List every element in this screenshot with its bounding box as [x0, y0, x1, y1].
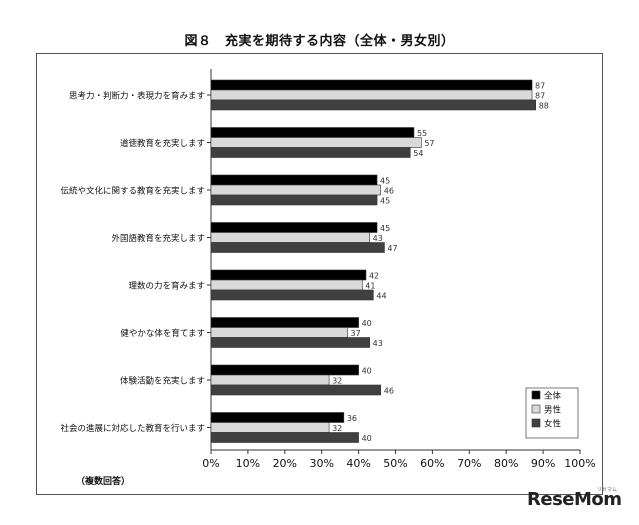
bar-女性 [210, 289, 374, 301]
bar-全体 [210, 79, 533, 91]
bar-女性 [210, 384, 382, 396]
bar-女性 [210, 194, 378, 206]
data-label: 42 [369, 272, 379, 281]
category-label: 伝統や文化に関する教育を充実します [60, 186, 205, 197]
legend-label-女性: 女性 [544, 419, 562, 430]
bar-全体 [210, 412, 345, 423]
data-label: 46 [384, 187, 394, 196]
chart-title: 図８ 充実を期待する内容（全体・男女別） [184, 34, 455, 49]
multiple-answer-note: （複数回答） [76, 477, 131, 487]
data-label: 37 [351, 329, 361, 338]
data-label: 87 [535, 92, 545, 101]
data-label: 41 [365, 282, 375, 291]
data-label: 36 [347, 414, 357, 423]
data-label: 40 [362, 367, 372, 376]
bar-全体 [210, 364, 359, 376]
bar-女性 [210, 337, 370, 348]
data-label: 45 [380, 177, 390, 186]
bar-全体 [210, 269, 367, 281]
data-label: 54 [413, 149, 423, 158]
data-label: 46 [384, 387, 394, 396]
bar-男性 [210, 89, 533, 101]
x-tick-label: 20% [273, 457, 297, 470]
x-tick-label: 90% [531, 457, 555, 470]
data-label: 88 [539, 102, 549, 111]
x-tick-label: 100% [564, 457, 595, 470]
legend-swatch-女性 [531, 418, 541, 428]
x-tick-label: 50% [383, 457, 407, 470]
x-tick-label: 80% [494, 457, 518, 470]
x-tick-label: 70% [457, 457, 481, 470]
data-label: 32 [332, 424, 342, 433]
category-label: 体験活動を充実します [120, 376, 205, 387]
category-label: 理数の力を育みます [128, 281, 205, 292]
bar-女性 [210, 99, 537, 111]
bar-男性 [210, 327, 348, 338]
resemom-logo-sub: リセマム [597, 487, 618, 493]
bar-男性 [210, 184, 382, 196]
data-label: 44 [376, 292, 386, 301]
bar-全体 [210, 222, 378, 233]
bar-女性 [210, 242, 385, 253]
data-label: 47 [387, 244, 397, 253]
category-label: 外国語教育を充実します [111, 233, 205, 244]
x-tick-label: 10% [236, 457, 260, 470]
bar-全体 [210, 174, 378, 186]
chart-frame [36, 53, 603, 495]
legend-label-男性: 男性 [544, 405, 562, 416]
bar-男性 [210, 422, 330, 433]
bar-全体 [210, 317, 359, 328]
category-label: 思考力・判断力・表現力を育みます [69, 91, 205, 102]
data-label: 57 [424, 139, 434, 148]
bar-女性 [210, 432, 359, 443]
data-label: 87 [535, 82, 545, 91]
legend-swatch-全体 [531, 390, 541, 400]
legend-label-全体: 全体 [544, 391, 562, 402]
data-label: 45 [380, 197, 390, 206]
x-tick-label: 40% [346, 457, 370, 470]
x-tick-label: 0% [202, 457, 219, 470]
category-label: 道徳教育を充実します [120, 138, 205, 149]
bar-男性 [210, 279, 363, 291]
data-label: 43 [373, 339, 383, 348]
resemom-logo: ReseMom [527, 489, 622, 510]
legend-swatch-男性 [531, 404, 541, 414]
category-label: 社会の進展に対応した教育を行います [60, 423, 205, 434]
data-label: 43 [373, 234, 383, 243]
x-tick-label: 30% [309, 457, 333, 470]
bar-男性 [210, 374, 330, 386]
data-label: 45 [380, 224, 390, 233]
category-label: 健やかな体を育てます [120, 328, 205, 339]
bar-女性 [210, 147, 411, 158]
data-label: 40 [362, 434, 372, 443]
bar-男性 [210, 137, 422, 148]
bar-全体 [210, 127, 415, 138]
data-label: 32 [332, 377, 342, 386]
bar-男性 [210, 232, 370, 243]
data-label: 40 [362, 319, 372, 328]
x-tick-label: 60% [420, 457, 444, 470]
data-label: 55 [417, 129, 427, 138]
